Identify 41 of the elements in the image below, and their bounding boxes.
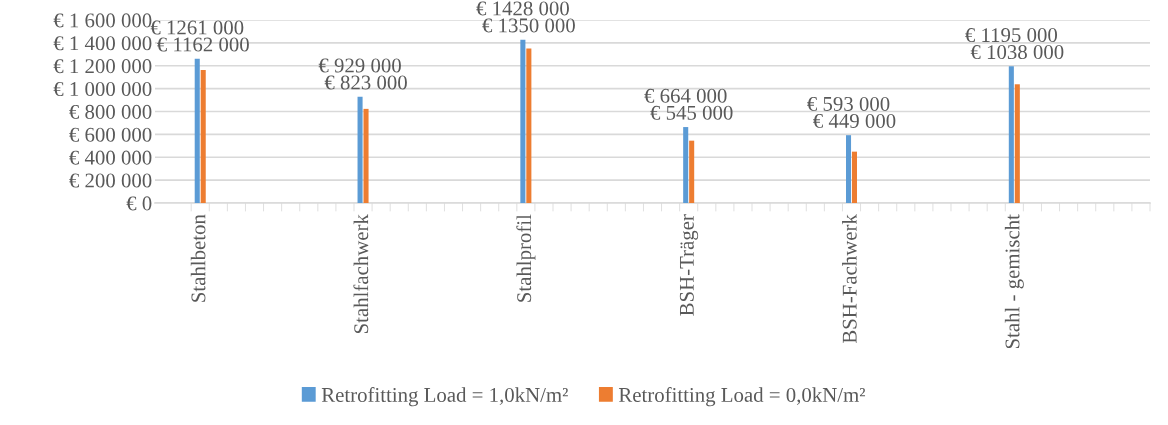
data-label: € 1162 000 xyxy=(157,37,249,52)
data-label: € 1261 000 xyxy=(150,20,244,35)
y-tick-label: € 1 400 000 xyxy=(53,36,152,51)
bar xyxy=(683,127,689,203)
data-label: € 449 000 xyxy=(813,113,896,128)
bar xyxy=(1014,84,1020,203)
y-tick-label: € 800 000 xyxy=(69,104,152,119)
y-tick-label: € 600 000 xyxy=(69,127,152,142)
x-tick-label: Stahlbeton xyxy=(190,214,206,302)
x-tick-label: Stahl - gemischt xyxy=(1004,214,1024,349)
data-label: € 593 000 xyxy=(807,96,890,111)
legend-label: Retrofitting Load = 1,0kN/m² xyxy=(321,387,568,407)
y-tick-label: € 400 000 xyxy=(69,150,152,165)
bar xyxy=(845,135,852,203)
data-label: € 664 000 xyxy=(644,88,727,103)
bar xyxy=(526,48,532,203)
x-tick-label: BSH-Träger xyxy=(679,214,699,316)
bar xyxy=(200,70,206,203)
data-label: € 823 000 xyxy=(324,75,407,90)
legend-label: Retrofitting Load = 0,0kN/m² xyxy=(618,387,866,407)
bar xyxy=(363,108,369,203)
data-label: € 1350 000 xyxy=(482,18,575,33)
y-tick-label: € 200 000 xyxy=(69,173,152,188)
data-label: € 1195 000 xyxy=(965,28,1058,43)
bar xyxy=(689,140,695,203)
bar xyxy=(1008,66,1014,203)
data-label: € 545 000 xyxy=(650,105,733,120)
x-tick-label: Stahlprofil xyxy=(516,214,536,302)
x-tick-label: BSH-Fachwerk xyxy=(842,214,857,344)
bar xyxy=(851,151,858,203)
bar xyxy=(357,96,363,203)
data-label: € 929 000 xyxy=(318,58,401,73)
bar xyxy=(520,39,526,203)
bar xyxy=(194,58,200,203)
data-label: € 1428 000 xyxy=(476,1,569,16)
y-tick-label: € 1 000 000 xyxy=(53,82,152,97)
y-tick-label: € 1 600 000 xyxy=(53,13,152,28)
x-tick-label: Stahlfachwerk xyxy=(353,214,369,334)
y-tick-label: € 1 200 000 xyxy=(53,59,152,74)
y-tick-label: € 0 xyxy=(126,196,152,211)
data-label: € 1038 000 xyxy=(970,45,1064,60)
